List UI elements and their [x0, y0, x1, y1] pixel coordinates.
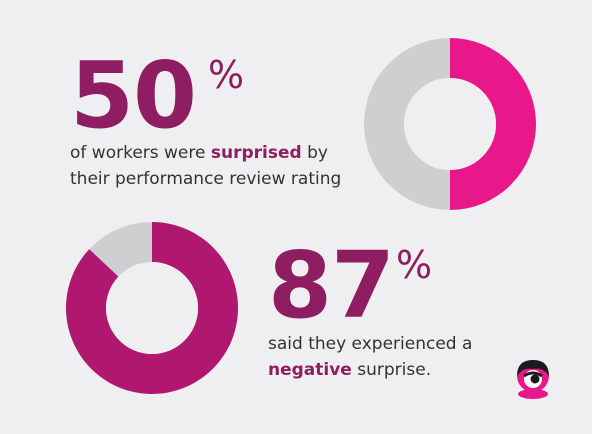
- donut-surprised-hole: [404, 78, 496, 170]
- donut-negative-hole: [106, 262, 198, 354]
- caption-text: of workers were: [70, 143, 211, 163]
- stat-surprised: 50 %: [70, 50, 244, 142]
- caption-text: surprise.: [351, 360, 432, 380]
- donut-chart-negative: [65, 222, 238, 394]
- donut-negative-slice-0: [65, 222, 238, 394]
- caption-line-1: said they experienced a: [268, 334, 473, 354]
- stat-surprised-caption: of workers were surprised by their perfo…: [70, 140, 341, 192]
- caption-line-2: negative surprise.: [268, 357, 472, 383]
- stat-negative-caption: said they experienced a negative surpris…: [268, 331, 472, 383]
- donut-surprised-slice-1: [364, 38, 450, 210]
- stat-surprised-number: 50: [70, 42, 197, 149]
- donut-chart-surprised: [364, 38, 536, 210]
- caption-text: by: [301, 143, 328, 163]
- caption-highlight-negative: negative: [268, 360, 352, 380]
- donut-surprised-slice-0: [450, 38, 536, 210]
- stat-negative: 87 %: [268, 240, 432, 332]
- stat-surprised-percent: %: [208, 53, 244, 97]
- caption-highlight-surprised: surprised: [210, 143, 302, 163]
- caption-line-2: their performance review rating: [70, 169, 342, 189]
- face-logo-icon: [517, 360, 549, 399]
- stat-negative-percent: %: [396, 243, 432, 287]
- stat-negative-number: 87: [268, 232, 395, 339]
- caption-line-1: of workers were surprised by: [70, 140, 341, 166]
- donut-negative-slice-1: [89, 222, 152, 277]
